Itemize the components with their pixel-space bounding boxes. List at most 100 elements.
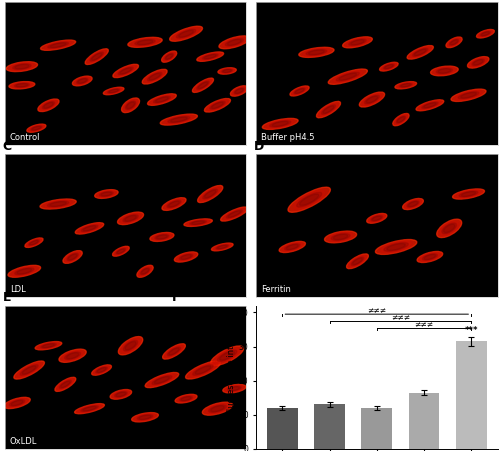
Ellipse shape [74,77,91,85]
Ellipse shape [348,255,367,267]
Ellipse shape [306,49,327,55]
Ellipse shape [301,48,332,57]
Ellipse shape [138,266,152,276]
Ellipse shape [35,341,62,350]
Ellipse shape [166,115,192,124]
Text: Control: Control [10,133,40,143]
Ellipse shape [18,364,40,377]
Ellipse shape [78,405,100,412]
Ellipse shape [200,187,221,202]
Ellipse shape [210,406,224,412]
Ellipse shape [294,191,324,209]
Ellipse shape [412,48,428,56]
Ellipse shape [12,83,32,88]
Ellipse shape [67,253,78,261]
Ellipse shape [308,50,324,55]
Ellipse shape [406,200,420,208]
Ellipse shape [450,40,458,45]
Ellipse shape [86,50,106,64]
Ellipse shape [234,88,244,94]
Ellipse shape [402,198,423,210]
Ellipse shape [178,30,194,37]
Ellipse shape [218,68,236,74]
Ellipse shape [344,37,370,47]
Ellipse shape [118,212,144,225]
Ellipse shape [291,189,328,211]
Ellipse shape [470,58,486,67]
Ellipse shape [448,38,460,46]
Ellipse shape [393,114,409,126]
Ellipse shape [174,252,198,262]
Text: ≠≠≠: ≠≠≠ [367,307,386,316]
Ellipse shape [10,82,33,88]
Ellipse shape [94,190,118,198]
Ellipse shape [122,98,140,113]
Ellipse shape [172,27,201,40]
Ellipse shape [38,99,59,111]
Bar [456,341,486,449]
Ellipse shape [339,73,356,80]
Ellipse shape [164,345,184,358]
Ellipse shape [476,29,494,38]
Ellipse shape [31,126,42,131]
Ellipse shape [37,342,60,349]
Ellipse shape [352,258,362,265]
Ellipse shape [218,350,237,362]
Ellipse shape [106,88,121,94]
Ellipse shape [195,366,211,374]
Ellipse shape [123,215,138,222]
Ellipse shape [417,252,442,262]
Ellipse shape [114,391,127,397]
Ellipse shape [430,66,458,76]
Ellipse shape [48,201,69,207]
Ellipse shape [10,266,38,276]
Ellipse shape [110,390,132,399]
Text: E: E [2,291,11,304]
Ellipse shape [176,395,196,402]
Text: D: D [254,139,264,152]
Ellipse shape [447,38,461,47]
Ellipse shape [153,234,170,240]
Ellipse shape [124,100,137,110]
Ellipse shape [112,390,130,399]
Ellipse shape [176,29,196,38]
Ellipse shape [331,70,364,83]
Ellipse shape [152,233,172,241]
Ellipse shape [115,248,127,255]
Ellipse shape [397,117,404,122]
Ellipse shape [121,214,140,223]
Ellipse shape [135,39,155,45]
Ellipse shape [50,202,66,206]
Ellipse shape [96,190,116,198]
Ellipse shape [364,95,380,104]
Ellipse shape [79,224,100,233]
Ellipse shape [100,191,114,197]
Ellipse shape [420,253,439,261]
Ellipse shape [416,100,444,111]
Ellipse shape [262,119,298,129]
Ellipse shape [223,69,232,73]
Ellipse shape [218,245,227,249]
Ellipse shape [288,187,331,212]
Ellipse shape [166,54,172,59]
Ellipse shape [168,347,180,356]
Ellipse shape [144,70,166,83]
Text: A: A [2,0,12,1]
Ellipse shape [228,386,241,391]
Ellipse shape [350,256,366,267]
Ellipse shape [232,87,247,96]
Ellipse shape [414,49,426,55]
Ellipse shape [118,336,142,355]
Ellipse shape [6,62,38,72]
Bar [267,408,298,449]
Ellipse shape [167,200,181,208]
Ellipse shape [350,40,364,45]
Ellipse shape [213,244,232,250]
Ellipse shape [394,114,408,125]
Ellipse shape [224,385,244,392]
Ellipse shape [43,41,74,50]
Ellipse shape [123,99,138,111]
Ellipse shape [137,40,153,45]
Ellipse shape [64,352,80,359]
Ellipse shape [14,83,30,87]
